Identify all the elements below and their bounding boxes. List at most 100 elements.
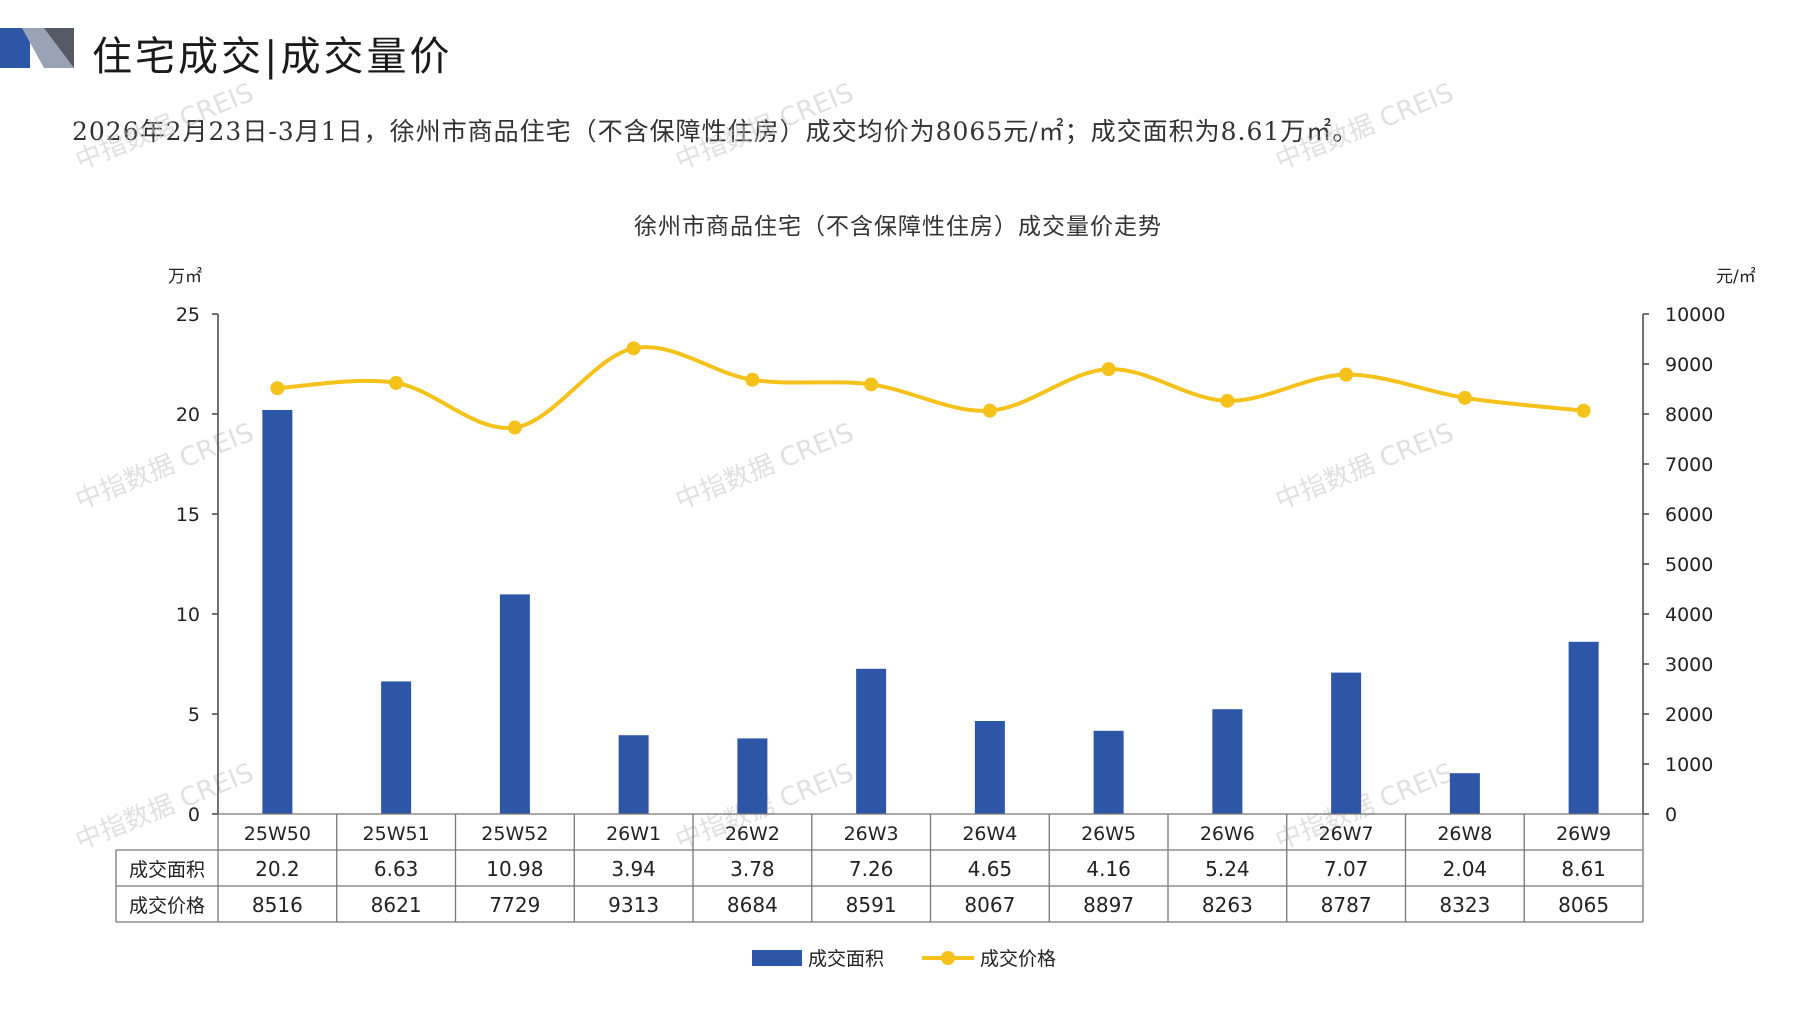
line-value-label: 9313 — [608, 893, 659, 917]
line-value-label: 8897 — [1083, 893, 1134, 917]
line-value-label: 8263 — [1202, 893, 1253, 917]
bar-25W52 — [499, 594, 530, 814]
bar-value-label: 8.61 — [1561, 857, 1606, 881]
price-line — [277, 345, 1584, 431]
bar-value-label: 3.78 — [730, 857, 775, 881]
price-point-26W1 — [626, 341, 641, 356]
bar-value-label: 20.2 — [255, 857, 300, 881]
y-right-tick-label: 1000 — [1665, 754, 1713, 776]
y-right-tick-label: 0 — [1665, 804, 1677, 826]
price-point-26W7 — [1339, 367, 1354, 382]
header-logo-icon — [0, 28, 74, 68]
y-left-tick-label: 10 — [176, 604, 200, 626]
x-tick-label: 26W7 — [1319, 823, 1374, 845]
page-title: 住宅成交|成交量价 — [92, 34, 453, 80]
watermark-text: 中指数据 CREIS — [671, 418, 858, 517]
price-point-26W3 — [864, 377, 879, 392]
axes: 0 5 10 15 20 25 0 1000 2000 3000 4000 5000 6000 7000 8… — [176, 304, 1726, 826]
legend: 成交面积 成交价格 — [752, 948, 1056, 970]
bar-25W51 — [381, 681, 412, 814]
x-tick-label: 26W6 — [1200, 823, 1255, 845]
x-tick-label: 26W4 — [962, 823, 1017, 845]
watermark-text: 中指数据 CREIS — [1271, 78, 1458, 177]
price-point-26W5 — [1101, 362, 1116, 377]
y-right-tick-label: 8000 — [1665, 404, 1713, 426]
price-point-25W51 — [389, 375, 404, 390]
x-tick-label: 26W1 — [606, 823, 661, 845]
y-right-tick-label: 2000 — [1665, 704, 1713, 726]
y-right-tick-label: 7000 — [1665, 454, 1713, 476]
watermark-text: 中指数据 CREIS — [1271, 418, 1458, 517]
y-right-tick-label: 5000 — [1665, 554, 1713, 576]
bar-26W3 — [856, 668, 887, 814]
watermark-text: 中指数据 CREIS — [671, 78, 858, 177]
bar-value-label: 7.07 — [1324, 857, 1369, 881]
bar-value-label: 4.65 — [968, 857, 1013, 881]
chart-title: 徐州市商品住宅（不含保障性住房）成交量价走势 — [634, 214, 1162, 240]
bar-value-label: 3.94 — [611, 857, 656, 881]
bar-25W50 — [262, 410, 293, 814]
price-point-26W2 — [745, 372, 760, 387]
bar-26W1 — [618, 735, 649, 814]
line-value-label: 8684 — [727, 893, 778, 917]
legend-label-area: 成交面积 — [808, 948, 884, 970]
bar-value-label: 7.26 — [849, 857, 894, 881]
table-row-header-price: 成交价格 — [129, 895, 205, 917]
line-value-label: 7729 — [489, 893, 540, 917]
line-value-label: 8065 — [1558, 893, 1609, 917]
watermark-text: 中指数据 CREIS — [71, 758, 258, 857]
legend-swatch-price-dot — [941, 951, 955, 965]
price-point-26W8 — [1457, 390, 1472, 405]
bar-value-label: 4.16 — [1086, 857, 1131, 881]
price-point-25W52 — [507, 420, 522, 435]
line-value-label: 8787 — [1321, 893, 1372, 917]
y-right-tick-label: 6000 — [1665, 504, 1713, 526]
y-right-tick-label: 4000 — [1665, 604, 1713, 626]
price-point-26W9 — [1576, 403, 1591, 418]
bar-value-label: 5.24 — [1205, 857, 1250, 881]
bar-value-label: 10.98 — [486, 857, 543, 881]
price-point-26W6 — [1220, 393, 1235, 408]
bar-26W6 — [1212, 709, 1243, 814]
x-tick-label: 25W51 — [363, 823, 430, 845]
y-right-unit: 元/㎡ — [1716, 267, 1756, 287]
table-row-header-area: 成交面积 — [129, 859, 205, 881]
x-tick-label: 25W52 — [481, 823, 548, 845]
x-tick-label: 26W9 — [1556, 823, 1611, 845]
watermark-text: 中指数据 CREIS — [71, 418, 258, 517]
y-left-tick-label: 20 — [176, 404, 200, 426]
bar-26W8 — [1449, 773, 1480, 814]
bar-26W7 — [1331, 672, 1362, 814]
bar-value-label: 6.63 — [374, 857, 419, 881]
price-point-25W50 — [270, 381, 285, 396]
y-right-tick-label: 3000 — [1665, 654, 1713, 676]
watermark-text: 中指数据 CREIS — [71, 78, 258, 177]
line-value-label: 8516 — [252, 893, 303, 917]
legend-swatch-area — [752, 950, 802, 966]
bar-series — [262, 410, 1599, 814]
legend-label-price: 成交价格 — [980, 948, 1056, 970]
y-left-tick-label: 5 — [188, 704, 200, 726]
line-value-label: 8621 — [371, 893, 422, 917]
bar-26W2 — [737, 738, 768, 814]
y-left-tick-label: 0 — [188, 804, 200, 826]
y-left-tick-label: 15 — [176, 504, 200, 526]
x-tick-label: 25W50 — [244, 823, 311, 845]
y-left-unit: 万㎡ — [168, 267, 202, 287]
price-point-26W4 — [982, 403, 997, 418]
y-left-tick-label: 25 — [176, 304, 200, 326]
y-right-tick-label: 10000 — [1665, 304, 1725, 326]
line-value-label: 8323 — [1439, 893, 1490, 917]
line-value-label: 8067 — [964, 893, 1015, 917]
line-series — [270, 341, 1591, 435]
y-right-tick-label: 9000 — [1665, 354, 1713, 376]
data-table: 25W50 20.2 8516 25W51 6.63 8621 25W52 10.98 7729… — [115, 813, 1644, 923]
line-value-label: 8591 — [846, 893, 897, 917]
bar-26W9 — [1568, 641, 1599, 814]
x-tick-label: 26W8 — [1437, 823, 1492, 845]
x-tick-label: 26W5 — [1081, 823, 1136, 845]
bar-value-label: 2.04 — [1443, 857, 1488, 881]
x-tick-label: 26W2 — [725, 823, 780, 845]
bar-26W4 — [974, 721, 1005, 814]
